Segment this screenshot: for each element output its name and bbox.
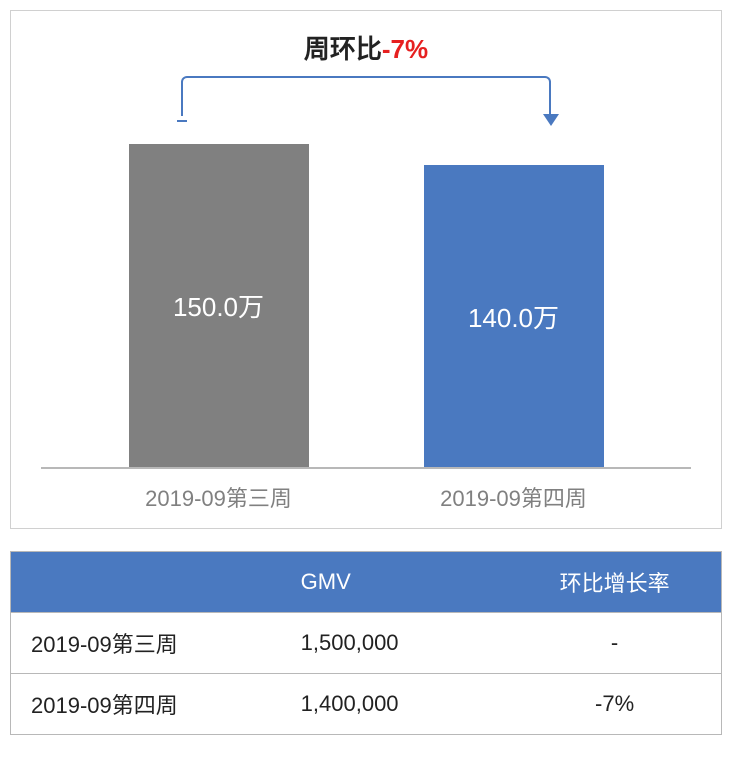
comparison-connector [101,76,631,116]
table-header: GMV环比增长率 [11,552,722,613]
x-axis-label: 2019-09第三周 [129,481,309,513]
table-body: 2019-09第三周1,500,000-2019-09第四周1,400,000-… [11,613,722,735]
table-cell-period: 2019-09第三周 [11,613,281,674]
x-axis-label: 2019-09第四周 [424,481,604,513]
connector-left-end [177,120,187,122]
data-table: GMV环比增长率 2019-09第三周1,500,000-2019-09第四周1… [10,551,722,735]
x-axis-labels: 2019-09第三周 2019-09第四周 [41,469,691,513]
bar-wrapper: 150.0万 [129,144,309,467]
table-column-header: GMV [281,552,509,613]
chart-container: 周环比-7% 150.0万 140.0万 2019-09第三周 2019-09第四周 [10,10,722,529]
table-cell-period: 2019-09第四周 [11,674,281,735]
table-row: 2019-09第四周1,400,000-7% [11,674,722,735]
chart-title-change: -7% [382,34,428,64]
table-cell-change: - [508,613,721,674]
bar-wrapper: 140.0万 [424,165,604,467]
chart-title: 周环比-7% [41,29,691,66]
table-cell-gmv: 1,400,000 [281,674,509,735]
bars-area: 150.0万 140.0万 [41,124,691,469]
table-header-row: GMV环比增长率 [11,552,722,613]
connector-line [181,76,551,116]
bar: 150.0万 [129,144,309,467]
table-column-header [11,552,281,613]
table-cell-gmv: 1,500,000 [281,613,509,674]
table-cell-change: -7% [508,674,721,735]
table-row: 2019-09第三周1,500,000- [11,613,722,674]
bar: 140.0万 [424,165,604,467]
table-column-header: 环比增长率 [508,552,721,613]
chart-title-prefix: 周环比 [304,34,382,64]
